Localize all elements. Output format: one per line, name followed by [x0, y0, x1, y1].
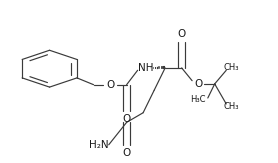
Text: CH₃: CH₃ — [224, 102, 239, 111]
Text: H₂N: H₂N — [89, 140, 109, 150]
Text: O: O — [106, 80, 114, 90]
Text: O: O — [178, 29, 186, 39]
Text: H₃C: H₃C — [190, 95, 206, 104]
Text: CH₃: CH₃ — [224, 63, 239, 72]
Text: O: O — [123, 114, 131, 124]
Text: O: O — [194, 79, 202, 89]
Text: O: O — [123, 148, 131, 158]
Text: NH: NH — [138, 63, 153, 73]
